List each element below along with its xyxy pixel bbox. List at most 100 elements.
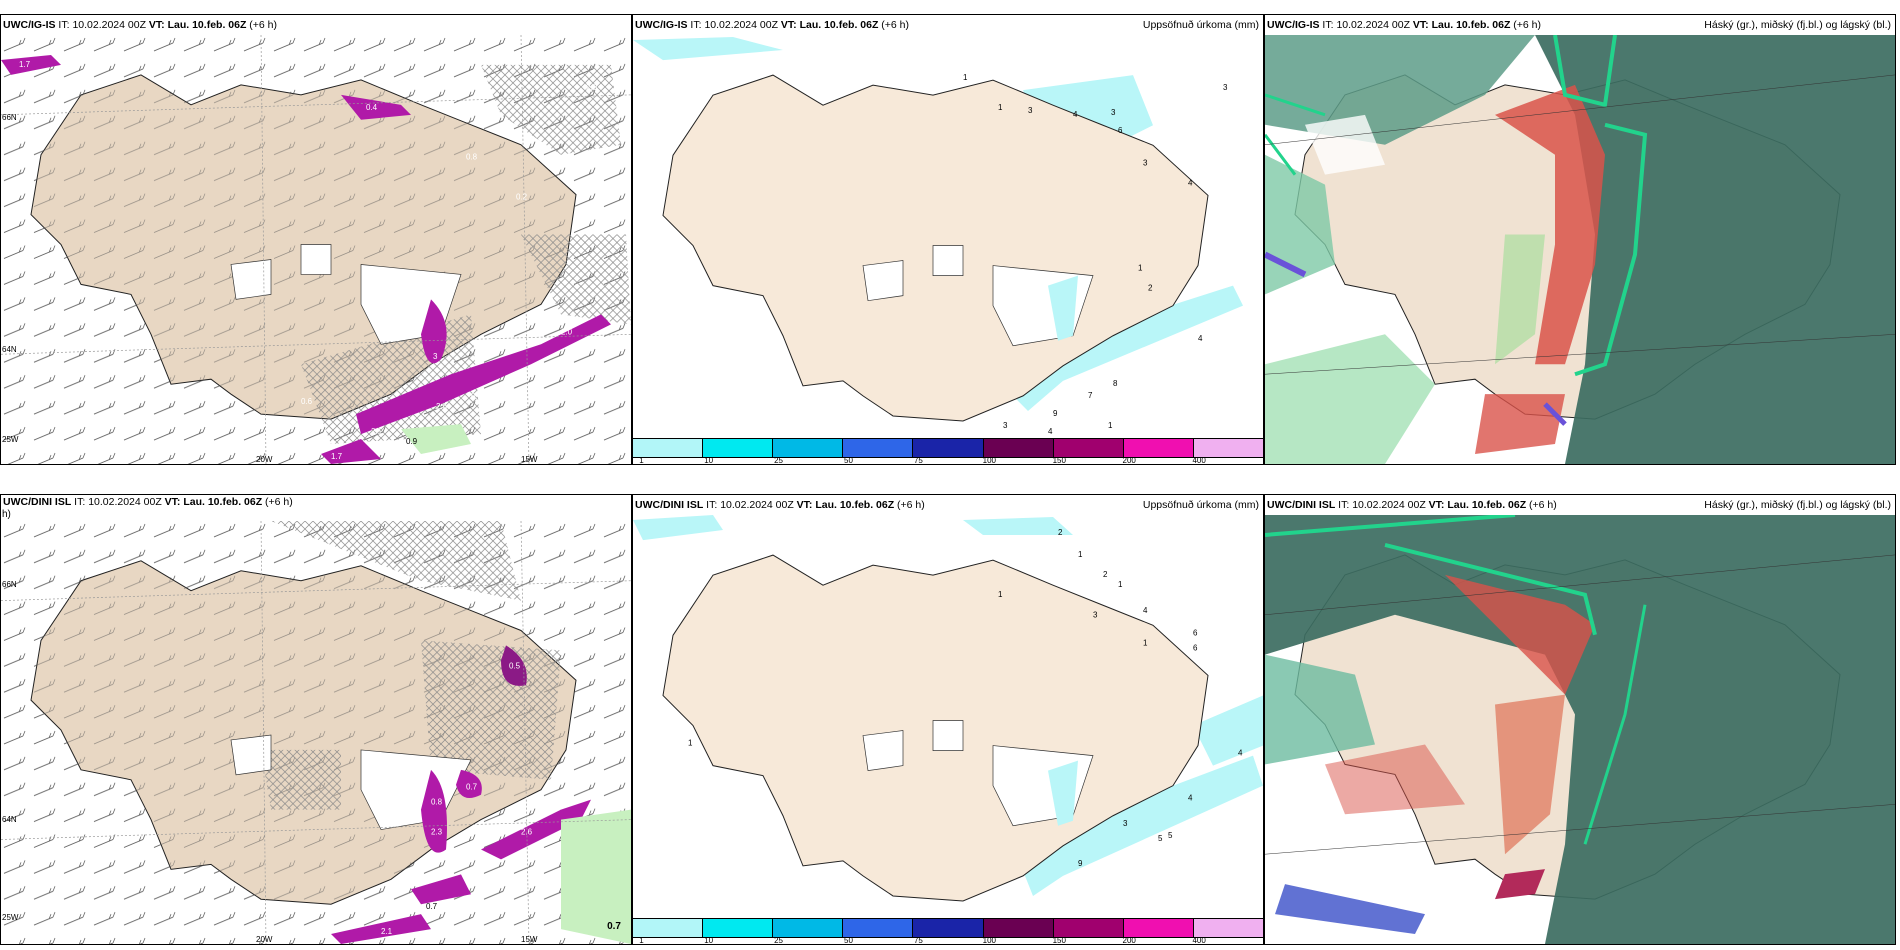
value-label: 2.1 <box>381 927 393 936</box>
colorbar-swatch <box>633 919 704 937</box>
value-label: 1 <box>1078 550 1083 559</box>
value-label: 0.6 <box>301 397 313 406</box>
value-label: 0.8 <box>466 153 478 162</box>
colorbar-swatch <box>1053 919 1124 937</box>
value-label: 3 <box>1143 158 1148 167</box>
colorbar-tick: 100 <box>982 456 996 465</box>
value-label: 3 <box>1111 108 1116 117</box>
corner-value: 0.7 <box>607 921 621 932</box>
value-label: 2.6 <box>436 402 448 411</box>
value-label: 3 <box>1028 106 1033 115</box>
value-label: 1 <box>1118 580 1123 589</box>
value-label: 5 <box>1168 831 1173 840</box>
value-label: 3 <box>1123 819 1128 828</box>
precip-colorbar: 1 10 25 50 75 100 150 200 400 <box>633 436 1263 464</box>
value-label: 1.7 <box>19 60 31 69</box>
value-label: 2.0 <box>586 83 598 92</box>
value-label: 2 <box>1058 528 1063 537</box>
lat-label-66n: 66N <box>2 580 17 589</box>
colorbar-swatch <box>1123 439 1194 457</box>
colorbar-tick: 50 <box>844 936 853 945</box>
colorbar-swatch <box>913 919 984 937</box>
lat-label-64n: 64N <box>2 815 17 824</box>
colorbar-tick: 75 <box>913 456 923 465</box>
value-label: 8 <box>1113 379 1118 388</box>
map-panel-bottom-left: UWC/DINI ISL IT: 10.02.2024 00Z VT: Lau.… <box>0 494 632 945</box>
field-title: Uppsöfnuð úrkoma (mm) <box>1142 499 1259 511</box>
colorbar-swatch <box>703 919 774 937</box>
value-label: 2.3 <box>431 828 443 837</box>
field-title: Uppsöfnuð úrkoma (mm) <box>1142 19 1259 31</box>
colorbar-swatch <box>633 439 704 457</box>
precipitation-map: 2 1 2 1 4 3 1 6 6 1 1 4 4 3 5 5 9 <box>633 515 1263 916</box>
value-label: 6 <box>1118 126 1123 135</box>
field-title: Háský (gr.), miðský (fj.bl.) og lágský (… <box>1704 19 1891 31</box>
panel-title: UWC/IG-IS IT: 10.02.2024 00Z VT: Lau. 10… <box>1265 15 1895 35</box>
value-label: 0.9 <box>406 437 418 446</box>
lon-label-25w: 25W <box>2 435 19 444</box>
colorbar-swatches <box>633 438 1263 458</box>
lon-label-20w: 20W <box>256 455 273 464</box>
panel-title: UWC/IG-IS IT: 10.02.2024 00Z VT: Lau. 10… <box>633 15 1263 35</box>
map-panel-top-right: UWC/IG-IS IT: 10.02.2024 00Z VT: Lau. 10… <box>1264 14 1896 465</box>
cloud-cover-map <box>1265 515 1895 944</box>
colorbar-swatch <box>843 919 914 937</box>
colorbar-tick: 75 <box>913 936 923 945</box>
lon-label-15w: 15W <box>521 935 538 944</box>
colorbar-swatch <box>983 439 1054 457</box>
panel-title: UWC/DINI ISL IT: 10.02.2024 00Z VT: Lau.… <box>633 495 1263 515</box>
colorbar-swatch <box>773 439 844 457</box>
colorbar-swatch <box>703 439 774 457</box>
value-label: 9 <box>1053 409 1058 418</box>
lon-label-20w: 20W <box>256 935 273 944</box>
value-label: 0.8 <box>431 798 443 807</box>
map-panel-bottom-middle: UWC/DINI ISL IT: 10.02.2024 00Z VT: Lau.… <box>632 494 1264 945</box>
value-label: 3 <box>1003 421 1008 430</box>
value-label: 7 <box>1088 391 1093 400</box>
colorbar-swatch <box>773 919 844 937</box>
colorbar-tick: 200 <box>1122 456 1136 465</box>
value-label: 1 <box>998 590 1003 599</box>
value-label: 0.4 <box>366 103 378 112</box>
value-label: 1 <box>998 103 1003 112</box>
colorbar-swatch <box>1123 919 1194 937</box>
colorbar-tick: 25 <box>774 456 784 465</box>
title-overflow-label: h) <box>2 509 11 520</box>
precipitation-map: 1 1 3 4 3 6 3 4 1 2 4 8 7 9 3 4 1 3 <box>633 35 1263 436</box>
colorbar-tick: 25 <box>774 936 784 945</box>
cloud-cover-map <box>1265 35 1895 464</box>
value-label: 0.2 <box>516 193 528 202</box>
value-label: 1 <box>1138 264 1143 273</box>
value-label: 1 <box>1108 421 1113 430</box>
colorbar-tick: 10 <box>704 936 714 945</box>
colorbar-tick: 100 <box>982 936 996 945</box>
value-label: 1 <box>1143 638 1148 647</box>
value-label: 0.5 <box>509 661 521 670</box>
value-label: 3 <box>1223 83 1228 92</box>
colorbar-swatch <box>983 919 1054 937</box>
lon-label-25w: 25W <box>2 913 19 922</box>
colorbar-swatch <box>1193 439 1263 457</box>
value-label: 4 <box>1238 749 1243 758</box>
colorbar-tick: 400 <box>1192 936 1206 945</box>
wind-precip-map: 1.7 2.0 0.4 0.8 0.2 3 2.0 1.6 2.6 2.1 0.… <box>1 35 631 464</box>
value-label: 4 <box>1198 334 1203 343</box>
map-panel-top-left: UWC/IG-IS IT: 10.02.2024 00Z VT: Lau. 10… <box>0 14 632 465</box>
colorbar-swatch <box>913 439 984 457</box>
value-label: 2.1 <box>371 427 383 436</box>
colorbar-swatch <box>1053 439 1124 457</box>
value-label: 3 <box>1093 610 1098 619</box>
lon-label-15w: 15W <box>521 455 538 464</box>
colorbar-tick: 1 <box>639 456 644 465</box>
panel-title: UWC/DINI ISL IT: 10.02.2024 00Z VT: Lau.… <box>1 495 631 509</box>
value-label: 0.7 <box>471 872 483 881</box>
value-label: 2 <box>1103 570 1108 579</box>
lat-label-64n: 64N <box>2 345 17 354</box>
colorbar-tick: 200 <box>1122 936 1136 945</box>
wind-precip-map: 0.5 0.7 2.3 0.8 2.6 0.7 2.1 0.6 0.7 <box>1 521 631 944</box>
colorbar-swatches <box>633 918 1263 938</box>
colorbar-swatch <box>1193 919 1263 937</box>
colorbar-tick: 150 <box>1052 936 1066 945</box>
colorbar-tick: 1 <box>639 936 644 945</box>
map-panel-top-middle: UWC/IG-IS IT: 10.02.2024 00Z VT: Lau. 10… <box>632 14 1264 465</box>
